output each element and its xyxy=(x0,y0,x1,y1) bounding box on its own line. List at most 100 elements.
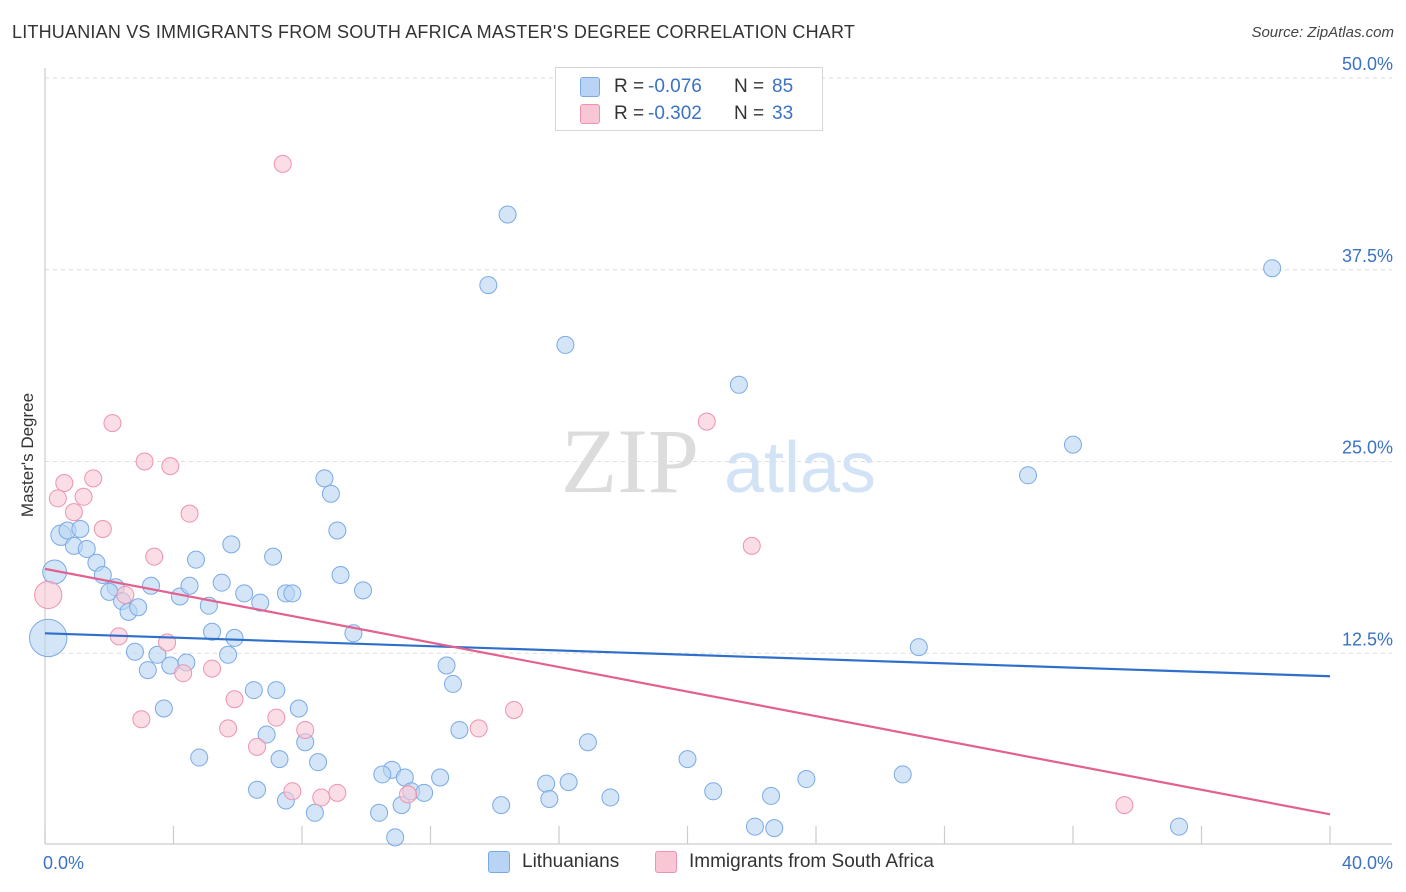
lithuanian-point xyxy=(492,796,511,815)
south-africa-point xyxy=(48,489,67,508)
grid-lines xyxy=(45,77,1392,654)
south-africa-point xyxy=(116,585,135,604)
lithuanian-point xyxy=(328,521,347,540)
source-credit: Source: ZipAtlas.com xyxy=(1251,24,1394,41)
y-tick-label: 37.5% xyxy=(1342,246,1393,266)
south-africa-point xyxy=(180,504,199,523)
south-africa-point xyxy=(296,720,315,739)
lithuanian-point xyxy=(1170,817,1189,836)
lithuanian-point xyxy=(315,469,334,488)
lithuanian-point xyxy=(270,750,289,769)
legend-n-label: N = xyxy=(734,103,765,124)
south-africa-point xyxy=(742,536,761,555)
lithuanian-point xyxy=(443,674,462,693)
lithuanian-point xyxy=(267,681,286,700)
legend-swatch-pink xyxy=(655,851,677,873)
lithuanian-point xyxy=(893,765,912,784)
lithuanian-point xyxy=(77,539,96,558)
south-africa-point xyxy=(34,580,63,610)
lithuanian-point xyxy=(289,699,308,718)
lithuanian-point xyxy=(450,720,469,739)
legend-item-south-africa[interactable]: Immigrants from South Africa xyxy=(655,851,934,873)
south-africa-point xyxy=(84,469,103,488)
lithuanian-point xyxy=(1263,259,1282,278)
axes xyxy=(44,68,1392,845)
chart-title: LITHUANIAN VS IMMIGRANTS FROM SOUTH AFRI… xyxy=(12,22,856,42)
south-africa-point xyxy=(132,710,151,729)
legend-n-value: 85 xyxy=(772,76,794,97)
lithuanian-point xyxy=(283,584,302,603)
south-africa-point xyxy=(219,719,238,738)
south-africa-point xyxy=(225,690,244,709)
south-africa-point xyxy=(399,785,418,804)
lithuanian-point xyxy=(704,782,723,801)
y-tick-label: 12.5% xyxy=(1342,629,1393,649)
legend-label: Immigrants from South Africa xyxy=(689,851,934,872)
legend-r-label: R = xyxy=(614,76,645,97)
south-africa-point xyxy=(64,503,83,522)
lithuanian-point xyxy=(498,205,517,224)
south-africa-point xyxy=(469,719,488,738)
watermark-zip: ZIP xyxy=(561,410,699,512)
lithuanian-point xyxy=(148,645,167,664)
lithuanian-point xyxy=(797,770,816,789)
legend-swatch-blue xyxy=(488,851,510,873)
lithuanian-point xyxy=(305,803,324,822)
trend-lines xyxy=(44,567,1331,816)
lithuanian-point xyxy=(129,598,148,617)
lithuanian-point xyxy=(125,642,144,661)
lithuanian-point xyxy=(373,765,392,784)
lithuanian-point xyxy=(354,581,373,600)
lithuanian-point xyxy=(257,725,276,744)
legend-item-lithuanians[interactable]: Lithuanians xyxy=(488,851,619,873)
lithuanian-point xyxy=(244,681,263,700)
data-points xyxy=(29,154,1282,847)
lithuanian-point xyxy=(415,783,434,802)
south-africa-point xyxy=(145,547,164,566)
legend-n-value: 33 xyxy=(772,103,794,124)
legend-n-label: N = xyxy=(734,76,765,97)
legend-row-south-africa: R = -0.302 N = 33 xyxy=(580,102,793,126)
legend-r-value: -0.076 xyxy=(648,76,702,97)
south-africa-point xyxy=(697,412,716,431)
y-tick-label: 25.0% xyxy=(1342,438,1393,458)
south-africa-point xyxy=(161,457,180,476)
lithuanian-point xyxy=(765,819,784,838)
lithuanian-point xyxy=(745,817,764,836)
south-africa-point xyxy=(174,664,193,683)
south-africa-point xyxy=(103,414,122,433)
south-africa-point xyxy=(93,519,112,538)
lithuanian-point xyxy=(212,573,231,592)
stats-legend: R = -0.076 N = 85 R = -0.302 N = 33 xyxy=(555,67,823,131)
lithuanian-point xyxy=(559,773,578,792)
lithuanian-point xyxy=(203,622,222,641)
south-africa-point xyxy=(267,708,286,727)
lithuanian-point xyxy=(190,748,209,767)
lithuanian-point xyxy=(601,788,620,807)
south-africa-point xyxy=(55,473,74,492)
south-africa-point xyxy=(135,452,154,471)
lithuanian-point xyxy=(1064,435,1082,454)
x-tick-label: 0.0% xyxy=(43,853,84,873)
lithuanian-point xyxy=(386,828,405,847)
legend-swatch-blue xyxy=(580,77,600,97)
watermark: ZIP atlas xyxy=(561,410,876,512)
lithuanian-point xyxy=(331,566,350,585)
legend-r-value: -0.302 xyxy=(648,103,702,124)
legend-row-lithuanians: R = -0.076 N = 85 xyxy=(580,75,793,99)
lithuanian-point xyxy=(537,774,556,793)
lithuanian-point xyxy=(370,803,389,822)
lithuanian-point xyxy=(479,276,498,295)
south-africa-point xyxy=(505,701,524,720)
south-africa-point xyxy=(203,659,222,678)
lithuanian-point xyxy=(248,780,267,799)
lithuanian-point xyxy=(909,638,928,657)
lithuanian-point xyxy=(264,547,283,566)
lithuanian-point xyxy=(729,375,748,394)
y-tick-label: 50.0% xyxy=(1342,54,1393,74)
lithuanian-point xyxy=(71,519,90,538)
lithuanian-point xyxy=(578,733,597,752)
lithuanian-point xyxy=(235,584,254,603)
legend-r-label: R = xyxy=(614,103,645,124)
